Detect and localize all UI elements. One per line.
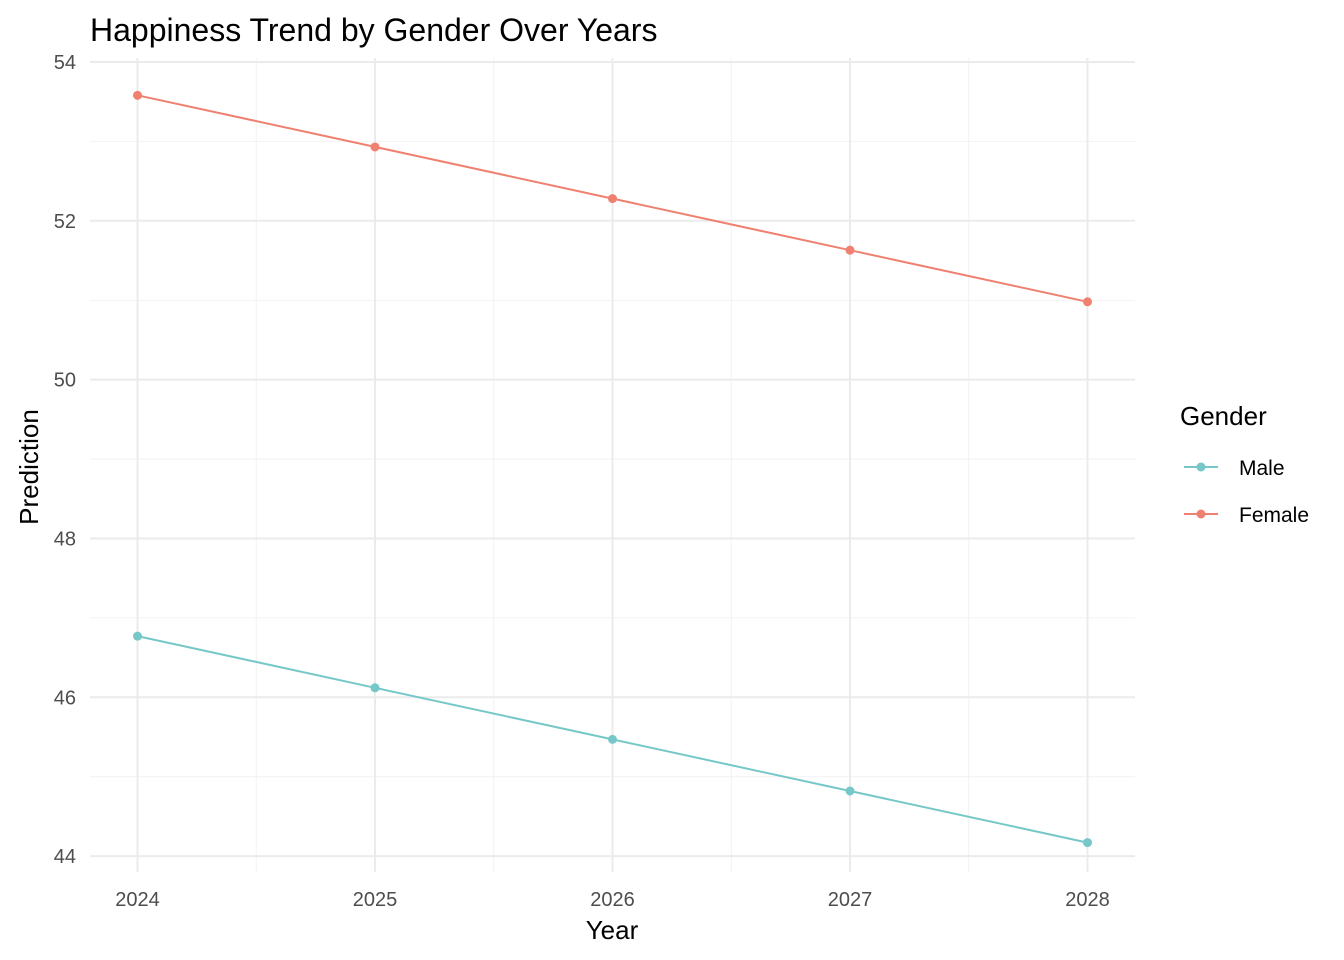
y-axis-ticks: 44 46 48 50 52 54 xyxy=(54,52,76,868)
x-tick-label: 2024 xyxy=(115,889,160,911)
data-point-female xyxy=(608,194,617,204)
legend-item-female: Female xyxy=(1184,504,1309,527)
legend: Gender Male Female xyxy=(1180,401,1309,527)
data-point-male xyxy=(1083,838,1092,848)
y-tick-label: 54 xyxy=(54,52,76,74)
series-points xyxy=(133,90,1092,848)
data-point-female xyxy=(133,90,142,100)
x-tick-label: 2025 xyxy=(353,889,398,911)
y-tick-label: 50 xyxy=(54,370,76,392)
data-point-male xyxy=(370,683,380,693)
y-tick-label: 44 xyxy=(54,846,76,868)
legend-item-male: Male xyxy=(1184,457,1285,480)
legend-title: Gender xyxy=(1180,401,1267,431)
y-tick-label: 46 xyxy=(54,687,76,709)
legend-label: Male xyxy=(1239,457,1285,480)
legend-label: Female xyxy=(1239,504,1309,527)
data-point-female xyxy=(1083,297,1092,307)
y-tick-label: 52 xyxy=(54,211,76,233)
y-axis-title: Prediction xyxy=(14,409,44,525)
x-tick-label: 2026 xyxy=(590,889,635,911)
data-point-female xyxy=(845,245,855,255)
legend-key-point xyxy=(1196,509,1206,519)
y-tick-label: 48 xyxy=(54,528,76,550)
x-axis-title: Year xyxy=(586,915,639,945)
data-point-female xyxy=(370,142,380,152)
x-axis-ticks: 2024 2025 2026 2027 2028 xyxy=(115,889,1110,911)
major-gridlines xyxy=(90,58,1135,872)
x-tick-label: 2028 xyxy=(1065,889,1110,911)
data-point-male xyxy=(133,631,142,641)
x-tick-label: 2027 xyxy=(828,889,873,911)
legend-items: Male Female xyxy=(1184,457,1309,527)
data-point-male xyxy=(845,786,855,796)
data-point-male xyxy=(608,734,617,744)
legend-key-point xyxy=(1196,462,1206,472)
chart-title: Happiness Trend by Gender Over Years xyxy=(90,12,657,48)
